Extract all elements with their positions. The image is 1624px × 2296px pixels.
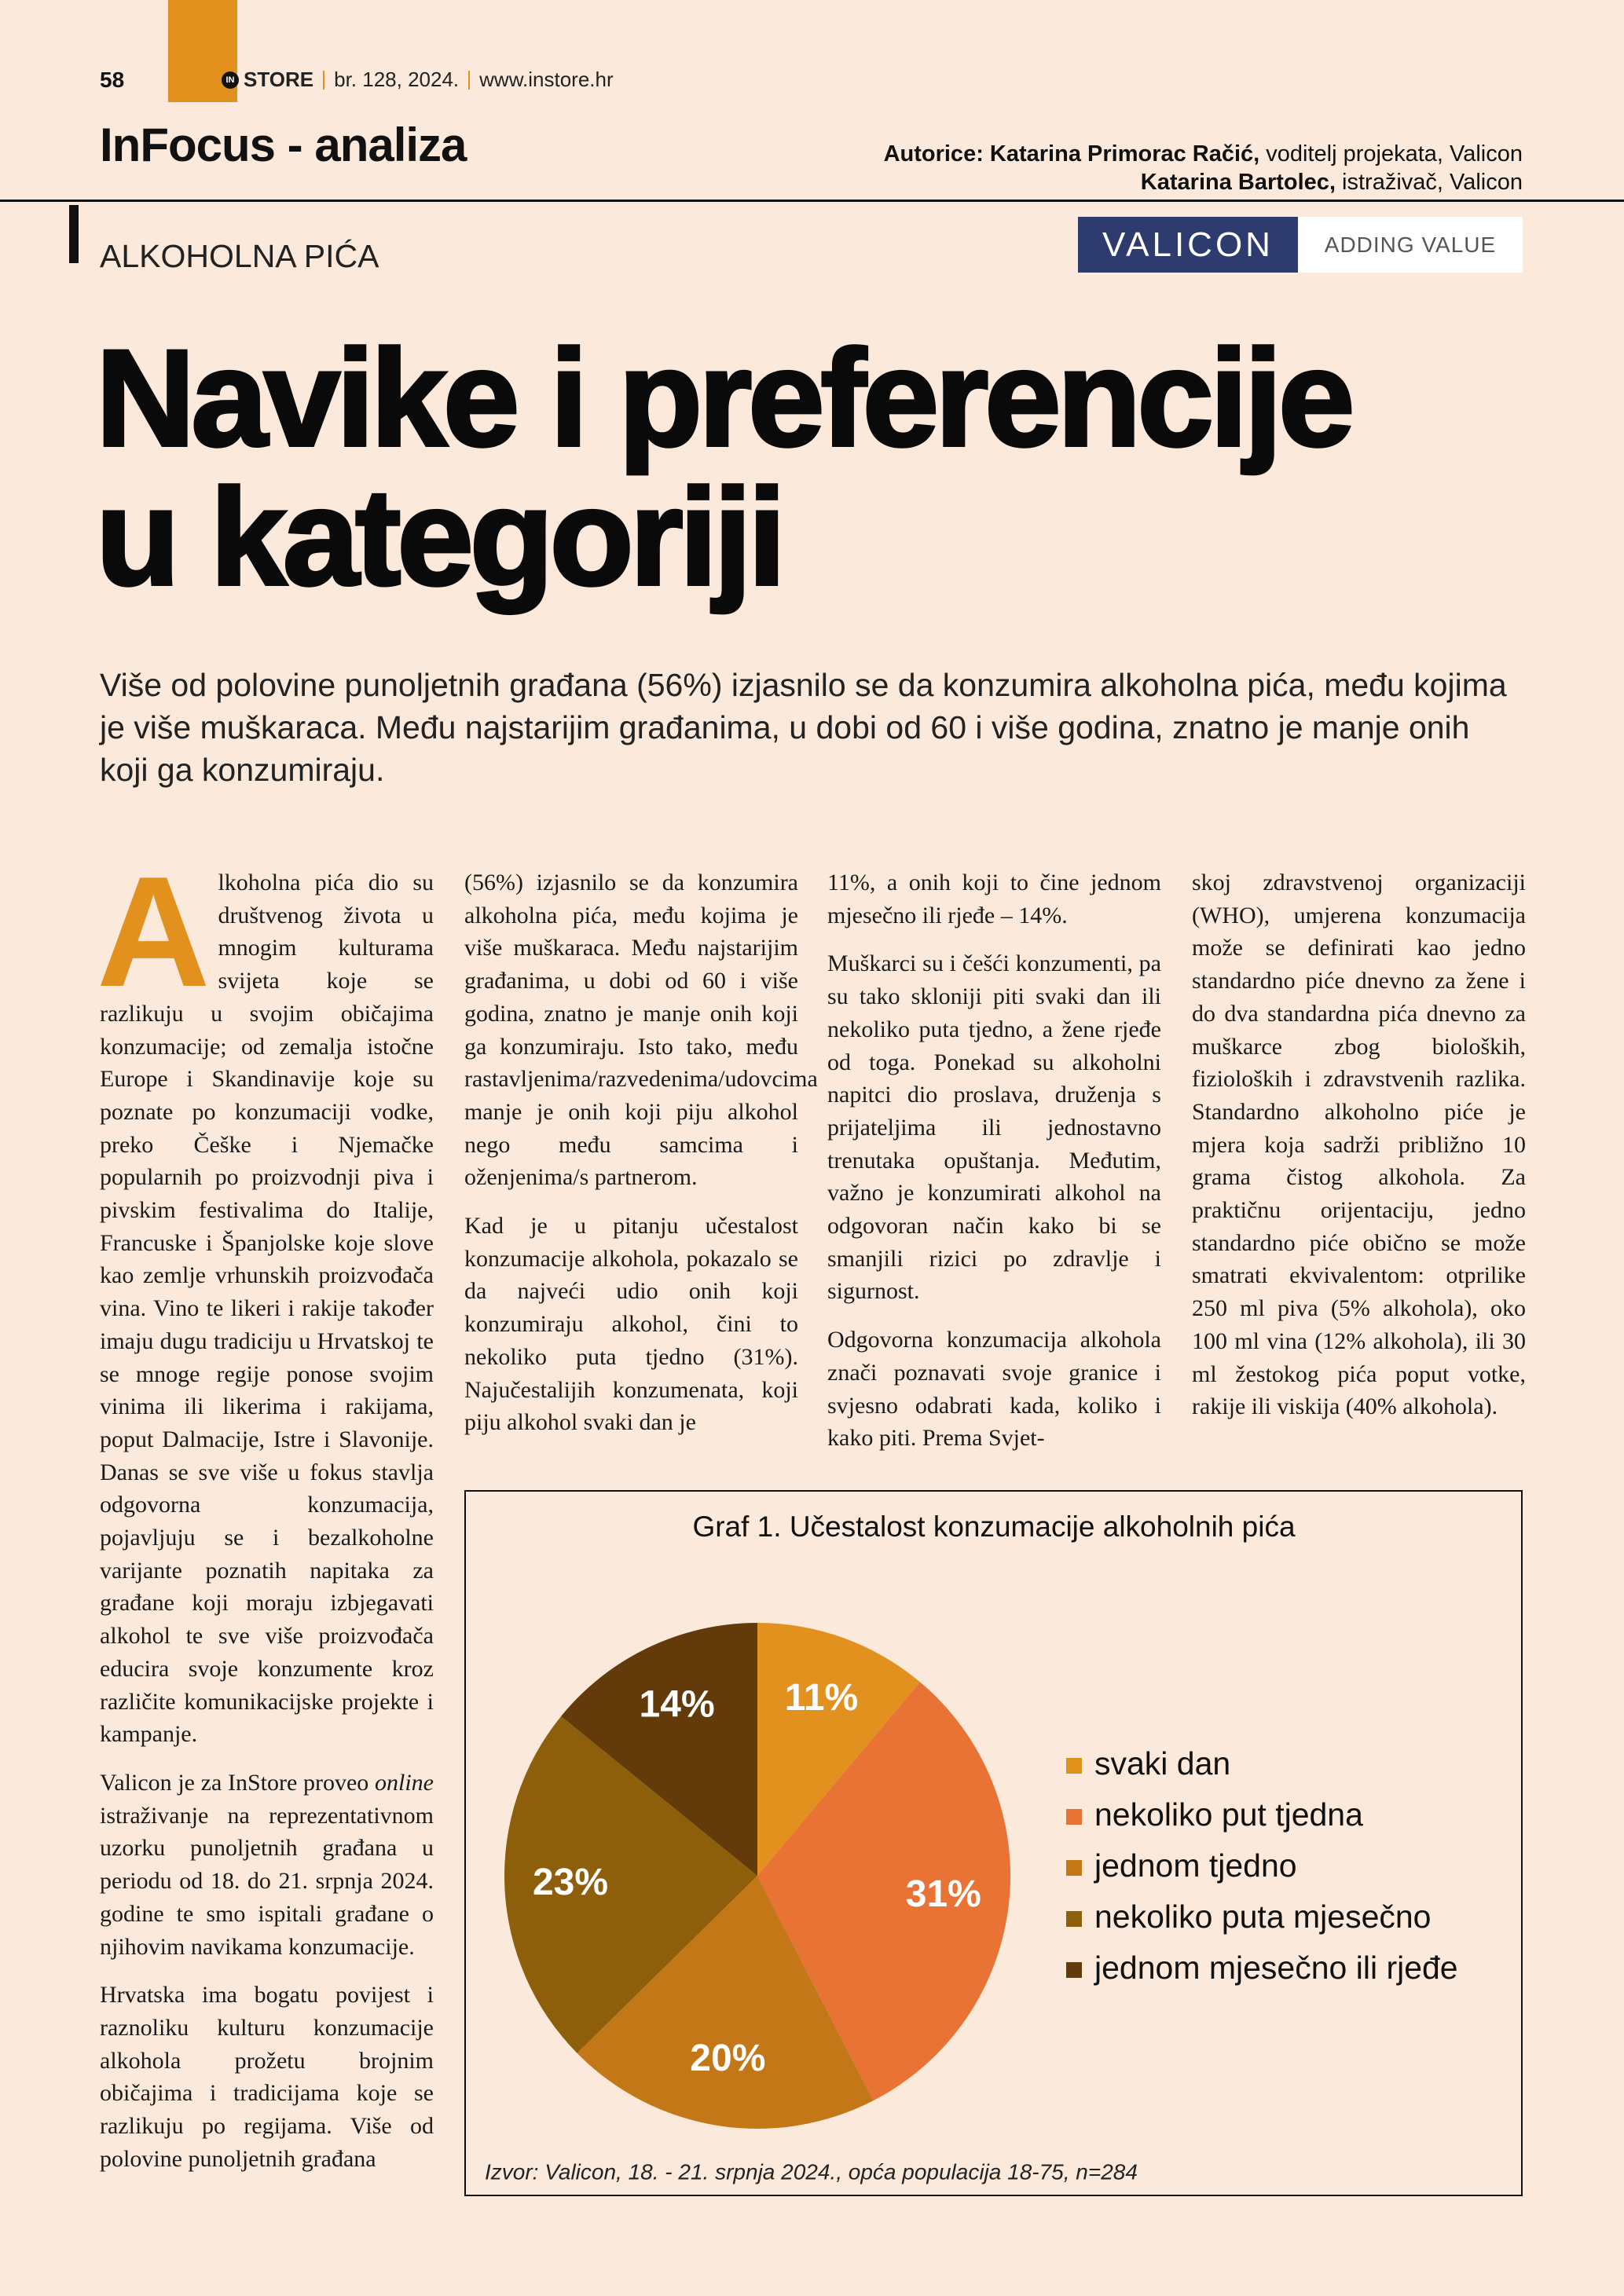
authors: Autorice: Katarina Primorac Račić, vodit… [884, 140, 1523, 196]
paragraph: Valicon je za InStore proveo online istr… [100, 1767, 434, 1963]
legend-swatch [1066, 1962, 1082, 1978]
data-label: 23% [533, 1862, 608, 1903]
rule [0, 200, 1624, 202]
column: (56%) izjasnilo se da konzumira alkoholn… [464, 866, 818, 1455]
pie-slice [561, 1623, 757, 1876]
legend-label: nekoliko put tjedna [1094, 1796, 1363, 1833]
pie-slice [757, 1623, 920, 1876]
legend-label: jednom tjedno [1094, 1847, 1297, 1884]
text: lkoholna pića dio su društvenog života u… [100, 870, 434, 1748]
lead: Više od polovine punoljetnih građana (56… [100, 667, 1507, 788]
data-label: 11% [785, 1677, 858, 1719]
paragraph: (56%) izjasnilo se da konzumira alkoholn… [464, 870, 818, 1191]
data-label: 31% [906, 1873, 981, 1915]
drop-cap: A [97, 844, 211, 1020]
legend-label: jednom mjesečno ili rjeđe [1094, 1950, 1458, 1986]
legend-label: nekoliko puta mjesečno [1094, 1899, 1431, 1935]
author-role: voditelj projekata, Valicon [1259, 141, 1523, 167]
page-number: 58 [100, 68, 125, 92]
column: skoj zdravstvenoj organizaciji (WHO), um… [1192, 866, 1526, 1439]
masthead: IN STORE br. 128, 2024. www.instore.hr [222, 68, 614, 92]
chart-title: Graf 1. Učestalost konzumacije alkoholni… [692, 1511, 1296, 1543]
data-label: 20% [690, 2038, 765, 2079]
logo-store: STORE [244, 68, 314, 91]
author-name: Autorice: Katarina Primorac Račić, [883, 141, 1260, 167]
separator [468, 70, 471, 90]
kicker: ALKOHOLNA PIĆA [100, 238, 379, 274]
issue: br. 128, 2024. [334, 68, 460, 91]
headline: Navike i preferencije [94, 322, 1356, 475]
chart-box: Graf 1. Učestalost konzumacije alkoholni… [464, 1490, 1523, 2196]
kicker-bar [69, 205, 79, 263]
data-label: 14% [640, 1684, 715, 1726]
valicon-logo: VALICON ADDING VALUE [1078, 217, 1523, 273]
logo-name: VALICON [1078, 217, 1298, 273]
paragraph: skoj zdravstvenoj organizaciji (WHO), um… [1192, 870, 1526, 1420]
separator [323, 70, 325, 90]
legend-swatch [1066, 1758, 1082, 1774]
text: Valicon je za InStore proveo [100, 1769, 375, 1796]
paragraph: Odgovorna konzumacija alkohola znači poz… [827, 1327, 1161, 1452]
column: 11%, a onih koji to čine jednom mjesečno… [827, 866, 1161, 1470]
author-role: istraživač, Valicon [1336, 170, 1523, 195]
paragraph: 11%, a onih koji to čine jednom mjesečno… [827, 870, 1161, 928]
pie-slice [757, 1682, 1010, 2101]
chart-source: Izvor: Valicon, 18. - 21. srpnja 2024., … [485, 2159, 1138, 2184]
legend-swatch [1066, 1809, 1082, 1825]
headline: u kategoriji [94, 461, 788, 614]
section-title: InFocus - analiza [100, 119, 467, 171]
legend-swatch [1066, 1860, 1082, 1876]
paragraph: Hrvatska ima bogatu povijest i raznoliku… [100, 1982, 434, 2172]
paragraph: Muškarci su i češći konzumenti, pa su ta… [827, 950, 1161, 1305]
paragraph: Kad je u pitanju učestalost konzumacije … [464, 1213, 798, 1436]
legend-label: svaki dan [1094, 1745, 1230, 1782]
logo-slogan: ADDING VALUE [1298, 217, 1523, 273]
website: www.instore.hr [479, 68, 614, 91]
text: online [375, 1769, 434, 1796]
pie-slice [504, 1716, 757, 2053]
chart: Graf 1. Učestalost konzumacije alkoholni… [485, 1511, 1458, 2184]
logo-in: IN [222, 71, 239, 89]
legend-swatch [1066, 1911, 1082, 1927]
text: istraživanje na reprezentativnom uzorku … [100, 1802, 434, 1960]
pie-slice [577, 1876, 874, 2129]
author-name: Katarina Bartolec, [1140, 170, 1336, 195]
